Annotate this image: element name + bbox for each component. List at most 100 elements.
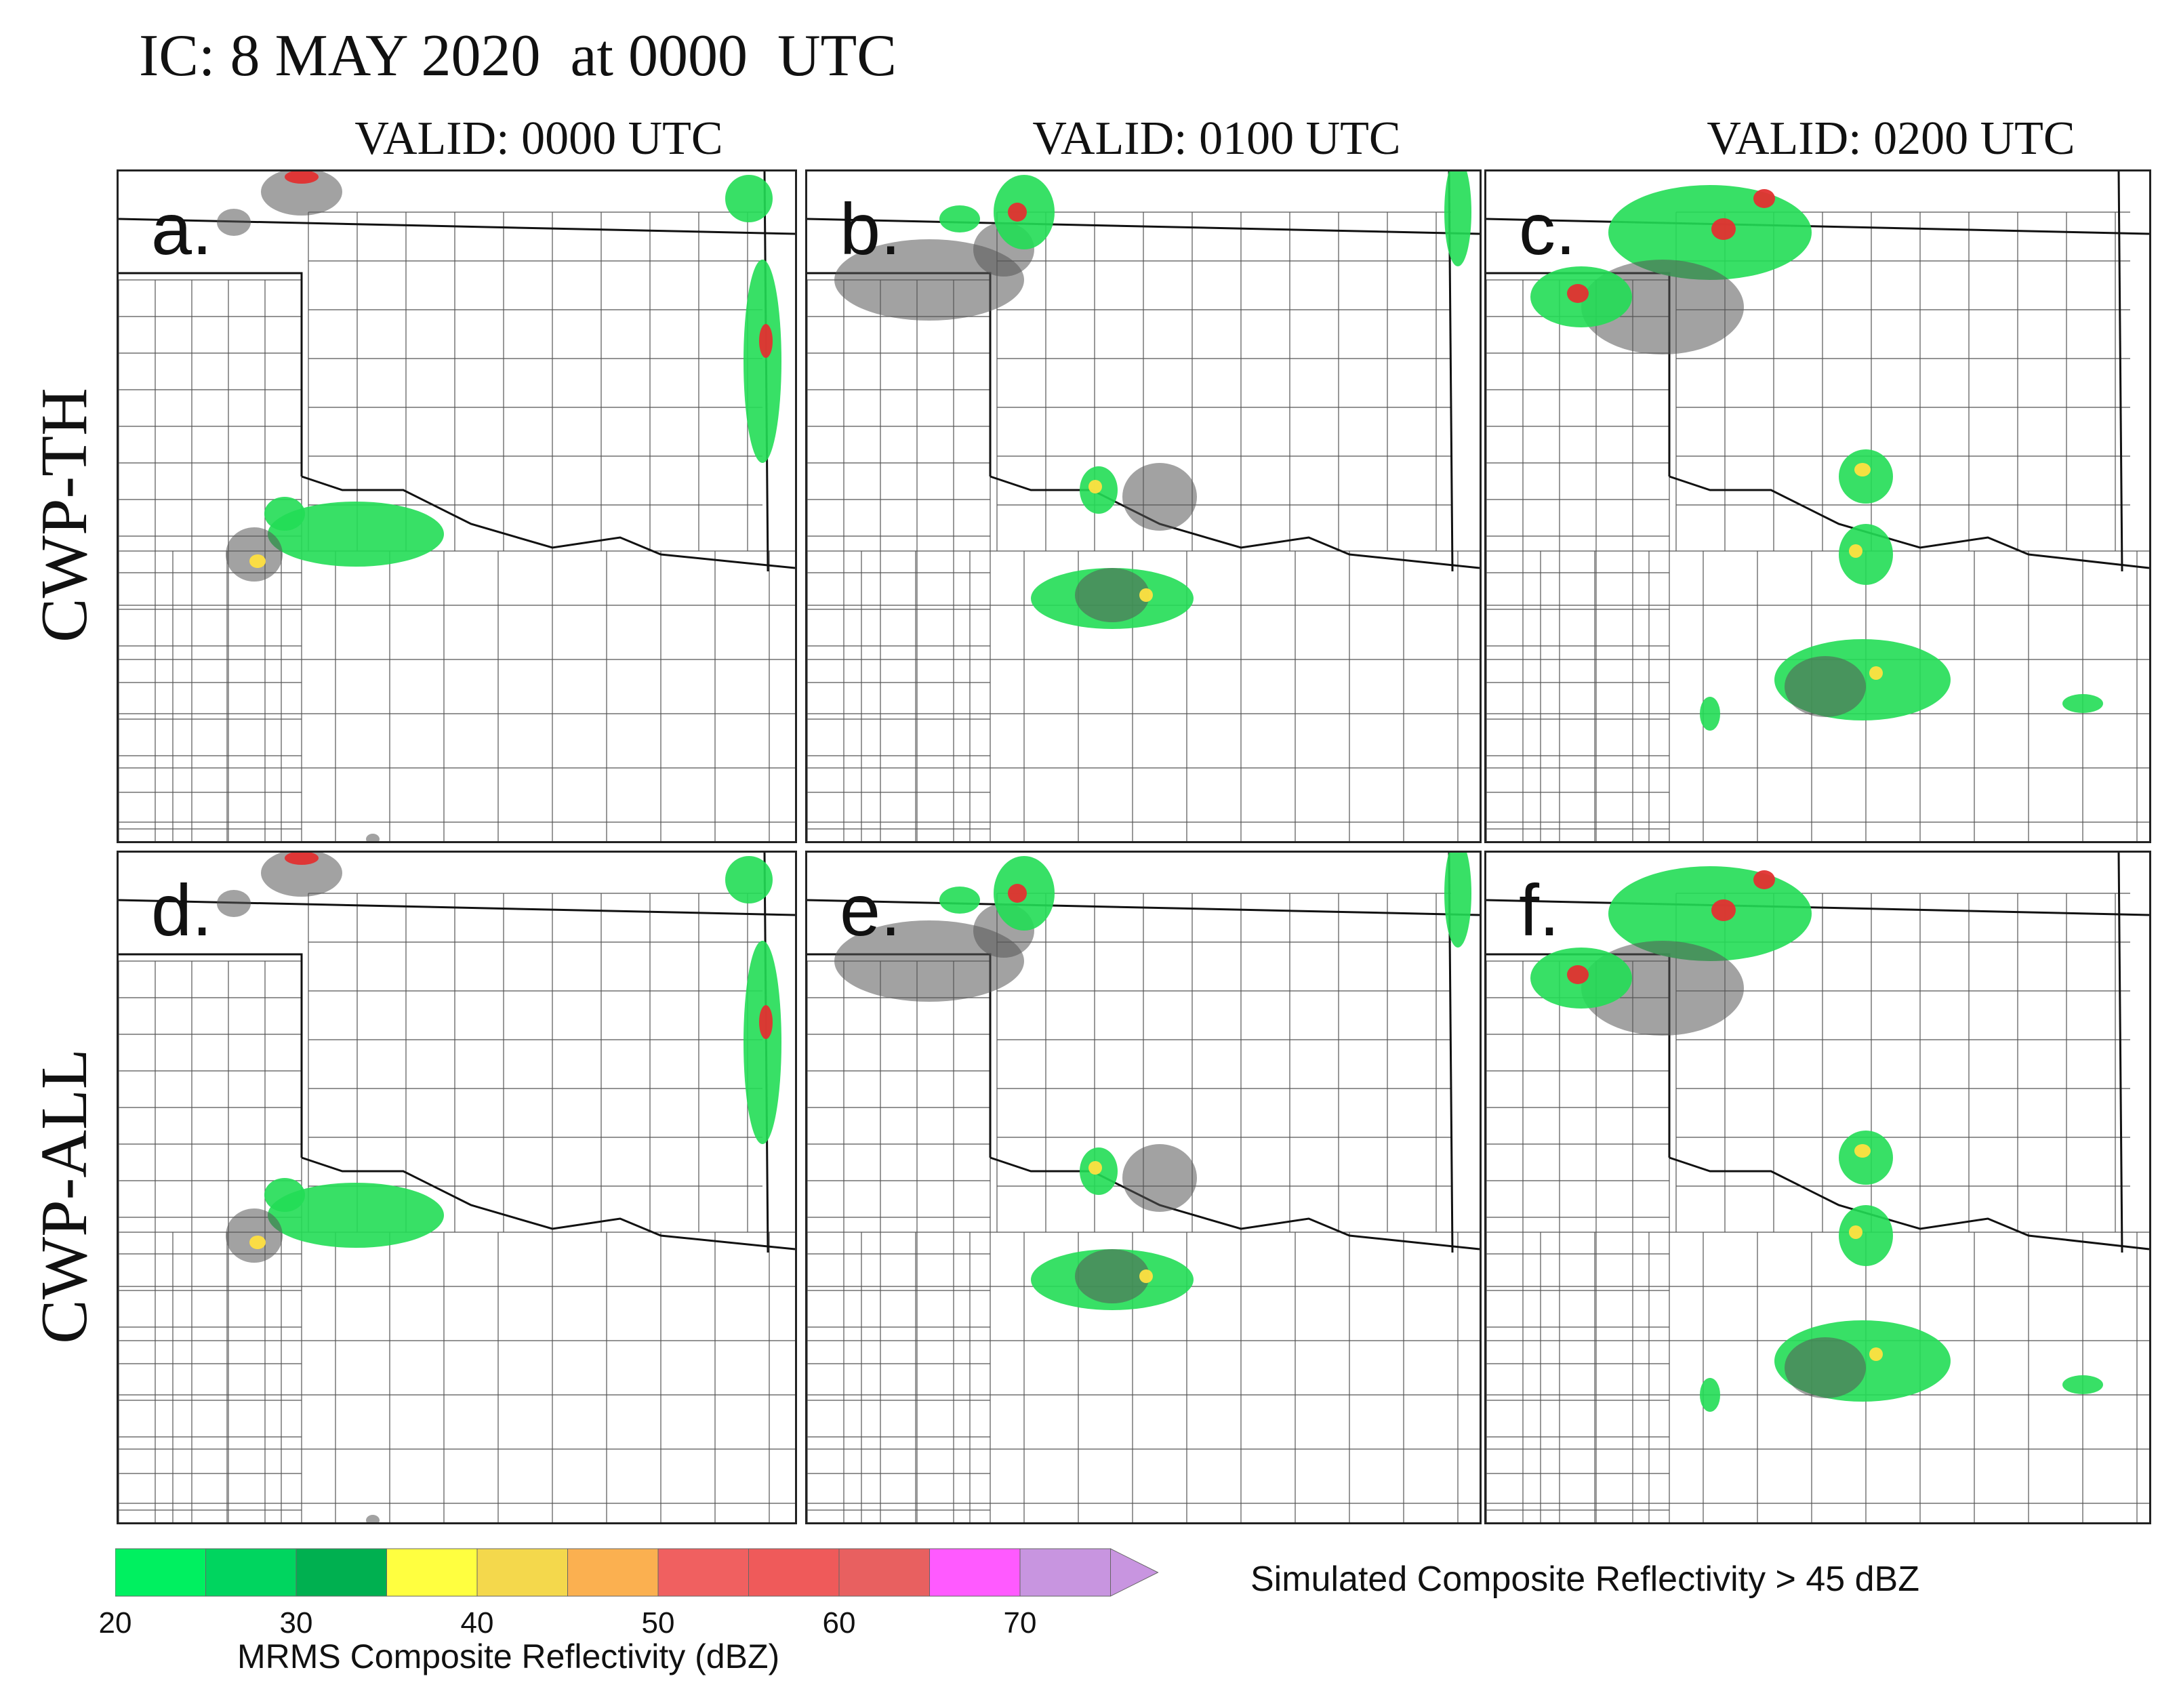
map-panel-f: f.: [1484, 851, 2151, 1524]
state-border-panhandle: [119, 953, 303, 1158]
colorbar-segment: [1019, 1548, 1111, 1597]
panel-label-e: e.: [840, 869, 901, 951]
mrms-reflectivity-peak: [1711, 218, 1736, 240]
state-borders: [119, 853, 795, 1253]
county-grid: [308, 211, 762, 551]
mrms-reflectivity-peak: [759, 1005, 773, 1039]
state-border-north: [1486, 899, 2149, 916]
state-border-red-river: [1669, 1156, 2149, 1250]
row-header-cwp-all: CWP-ALL: [28, 1049, 101, 1344]
panel-label-f: f.: [1519, 869, 1560, 951]
simulated-reflectivity-label: Simulated Composite Reflectivity > 45 dB…: [1250, 1560, 1919, 1599]
colorbar-tick-60: 60: [822, 1606, 856, 1640]
panel-label-b: b.: [840, 188, 901, 270]
mrms-reflectivity-core: [1854, 1144, 1871, 1158]
map-panel-a: a.: [117, 169, 797, 843]
county-grid: [119, 550, 795, 841]
mrms-reflectivity-area: [2062, 694, 2103, 713]
simulated-reflectivity-cell: [217, 209, 251, 236]
mrms-reflectivity-core: [1854, 463, 1871, 476]
colorbar-segment: [476, 1548, 568, 1597]
mrms-reflectivity-area: [1608, 866, 1812, 961]
state-border-red-river: [990, 475, 1480, 569]
county-grid: [1675, 893, 2130, 1232]
colorbar-extend-arrow: [1110, 1548, 1159, 1597]
mrms-reflectivity-core: [1139, 1269, 1153, 1283]
map-e: [807, 853, 1480, 1522]
mrms-reflectivity-core: [1849, 1225, 1862, 1239]
colorbar-segment: [657, 1548, 749, 1597]
mrms-reflectivity-area: [268, 502, 444, 567]
mrms-reflectivity-peak: [1567, 965, 1589, 984]
mrms-reflectivity-core: [1088, 480, 1102, 493]
state-border-panhandle: [119, 272, 303, 476]
mrms-reflectivity-core: [1139, 588, 1153, 602]
simulated-reflectivity-cell: [1122, 1144, 1197, 1212]
colorbar-segment: [296, 1548, 387, 1597]
colorbar-tick-50: 50: [641, 1606, 675, 1640]
colorbar-tick-20: 20: [98, 1606, 132, 1640]
simulated-reflectivity-cell: [1075, 1249, 1149, 1303]
state-border-north: [1486, 218, 2149, 235]
reflectivity-colorbar: [115, 1548, 1159, 1597]
colorbar-tick-70: 70: [1003, 1606, 1037, 1640]
mrms-reflectivity-core: [1869, 666, 1883, 680]
county-grid: [807, 550, 1480, 841]
mrms-reflectivity-area: [1839, 1131, 1893, 1185]
panel-label-a: a.: [151, 188, 213, 270]
mrms-reflectivity-peak: [285, 853, 319, 865]
mrms-reflectivity-area: [1444, 171, 1471, 266]
map-panel-d: d.: [117, 851, 797, 1524]
mrms-reflectivity-area: [744, 260, 781, 463]
county-grid: [1486, 960, 1670, 1522]
simulated-reflectivity-cell: [1785, 1337, 1866, 1398]
county-grid: [807, 960, 991, 1522]
simulated-reflectivity-cell: [261, 171, 342, 216]
county-grid: [1486, 279, 1670, 841]
mrms-reflectivity-area: [2062, 1375, 2103, 1394]
state-border-north: [807, 218, 1480, 235]
simulated-reflectivity-cell: [366, 1515, 380, 1522]
column-header-0200: VALID: 0200 UTC: [1707, 113, 2075, 165]
mrms-reflectivity-area: [264, 1178, 305, 1212]
colorbar-segment: [838, 1548, 930, 1597]
mrms-reflectivity-area: [725, 175, 773, 222]
state-border-north: [807, 899, 1480, 916]
colorbar-segment: [929, 1548, 1021, 1597]
map-c: [1486, 171, 2149, 841]
simulated-reflectivity-cell: [1122, 463, 1197, 531]
mrms-reflectivity-area: [1700, 697, 1720, 731]
state-borders: [1486, 171, 2149, 572]
map-d: [119, 853, 795, 1522]
colorbar-label: MRMS Composite Reflectivity (dBZ): [237, 1638, 780, 1675]
mrms-reflectivity-area: [1700, 1378, 1720, 1412]
map-panel-e: e.: [805, 851, 1482, 1524]
mrms-reflectivity-peak: [1753, 189, 1775, 208]
state-borders: [119, 171, 795, 572]
colorbar-segment: [567, 1548, 659, 1597]
state-border-red-river: [990, 1156, 1480, 1250]
map-b: [807, 171, 1480, 841]
mrms-reflectivity-core: [249, 1236, 266, 1249]
mrms-reflectivity-peak: [285, 171, 319, 184]
mrms-reflectivity-core: [1849, 544, 1862, 558]
simulated-reflectivity-cell: [1785, 656, 1866, 717]
state-border-east: [2117, 853, 2123, 1253]
mrms-reflectivity-area: [268, 1183, 444, 1248]
colorbar-segment: [386, 1548, 478, 1597]
state-border-red-river: [301, 1156, 795, 1250]
colorbar-tick-30: 30: [279, 1606, 313, 1640]
county-grid: [996, 211, 1451, 551]
map-f: [1486, 853, 2149, 1522]
mrms-reflectivity-core: [249, 554, 266, 568]
column-header-0000: VALID: 0000 UTC: [354, 113, 723, 165]
colorbar-segment: [115, 1548, 206, 1597]
map-panel-c: c.: [1484, 169, 2151, 843]
panel-label-d: d.: [151, 869, 213, 951]
mrms-reflectivity-area: [1608, 185, 1812, 280]
simulated-reflectivity-cell: [261, 853, 342, 897]
county-grid: [996, 893, 1451, 1232]
mrms-reflectivity-area: [1444, 853, 1471, 948]
mrms-reflectivity-peak: [1567, 284, 1589, 303]
column-header-0100: VALID: 0100 UTC: [1032, 113, 1401, 165]
